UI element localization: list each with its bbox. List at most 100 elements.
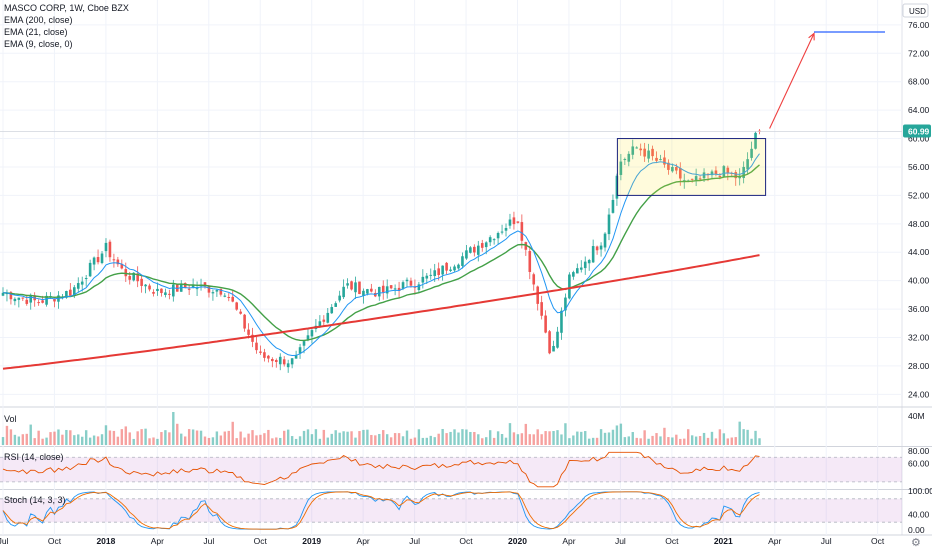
indicator-ema21[interactable]: EMA (21, close): [4, 27, 68, 37]
candle-body: [231, 296, 235, 302]
candle-body: [560, 310, 563, 333]
candle-body: [750, 148, 753, 158]
indicator-ema9[interactable]: EMA (9, close, 0): [4, 39, 73, 49]
volume-bar: [140, 429, 143, 445]
candle-body: [45, 295, 48, 305]
volume-bar: [298, 436, 302, 445]
candle: [140, 275, 143, 293]
candle-body: [53, 298, 56, 302]
stoch-tick-label: 40.00: [908, 509, 930, 519]
volume-bar: [120, 429, 124, 445]
volume-bar: [679, 438, 682, 445]
candle: [239, 309, 242, 315]
candle: [445, 261, 448, 275]
volume-bar: [374, 435, 377, 445]
candle: [274, 358, 278, 368]
date-tick-label: 2021: [714, 536, 733, 546]
candle-body: [647, 150, 650, 159]
volume-bar: [401, 436, 405, 445]
candle-body: [678, 168, 682, 179]
candle: [671, 163, 674, 173]
candle: [164, 288, 167, 298]
volume-bar: [730, 437, 733, 445]
volume-bar: [607, 432, 611, 445]
candle-body: [13, 298, 17, 302]
price-tick-label: 28.00: [908, 361, 930, 371]
candle: [746, 152, 749, 175]
volume-bar: [251, 430, 254, 445]
candle: [160, 288, 163, 297]
candle: [21, 297, 25, 302]
volume-bar: [112, 430, 116, 445]
gear-icon[interactable]: ⚙: [911, 537, 921, 549]
volume-bar: [469, 431, 472, 445]
candle: [540, 295, 543, 320]
candle-body: [496, 232, 500, 239]
candle-body: [342, 286, 345, 298]
volume-bar: [631, 432, 634, 445]
candle-body: [516, 221, 520, 223]
currency-label: USD: [909, 7, 926, 16]
volume-bar: [718, 429, 722, 445]
candle-body: [346, 283, 349, 286]
candle: [235, 301, 238, 311]
volume-bar: [104, 425, 108, 445]
price-tick-label: 56.00: [908, 162, 930, 172]
candle: [508, 213, 512, 229]
candle: [627, 151, 631, 167]
candle: [496, 231, 500, 245]
candle-body: [69, 289, 72, 296]
candle-body: [682, 180, 686, 182]
candle: [148, 283, 151, 292]
candle-body: [627, 153, 631, 162]
candle-body: [572, 272, 575, 277]
candle: [223, 293, 227, 298]
volume-bar: [318, 438, 322, 445]
volume-bar: [29, 424, 32, 445]
volume-bar: [1, 437, 5, 445]
candle-body: [532, 274, 536, 285]
volume-bar: [754, 430, 757, 445]
volume-bar: [576, 431, 579, 445]
volume-bar: [9, 429, 13, 445]
candle: [587, 258, 591, 271]
candle: [694, 168, 698, 187]
candle-body: [484, 242, 488, 248]
candle: [754, 131, 757, 150]
candle-body: [714, 170, 718, 175]
indicator-ema200[interactable]: EMA (200, close): [4, 15, 73, 25]
volume-bar: [663, 427, 666, 445]
candle-body: [453, 266, 456, 271]
volume-bar: [57, 429, 60, 445]
last-price-label: 60.99: [908, 127, 930, 137]
volume-bar: [255, 435, 258, 445]
volume-bar: [338, 432, 341, 445]
candle: [647, 143, 650, 163]
candle: [591, 239, 595, 263]
candle-body: [239, 311, 242, 314]
date-tick-label: Jul: [615, 536, 626, 546]
candle: [282, 356, 286, 367]
volume-bar: [675, 434, 678, 445]
volume-bar: [25, 433, 28, 445]
volume-bar: [409, 438, 413, 445]
volume-bar: [294, 438, 298, 445]
last-price-badge: [903, 124, 931, 138]
volume-bar: [393, 433, 397, 445]
volume-bar: [180, 433, 183, 445]
candle: [247, 323, 250, 339]
candle: [278, 353, 282, 371]
candle: [651, 145, 654, 161]
date-tick-label: Oct: [871, 536, 885, 546]
volume-bar: [449, 431, 452, 445]
volume-bar: [536, 429, 539, 445]
volume-bar: [615, 425, 619, 445]
volume-bar: [195, 430, 199, 445]
candle-body: [65, 290, 68, 298]
candle-body: [500, 231, 504, 233]
volume-bar: [354, 437, 357, 445]
volume-bar: [203, 436, 207, 445]
candle-body: [465, 250, 468, 259]
date-tick-label: 2018: [96, 536, 115, 546]
